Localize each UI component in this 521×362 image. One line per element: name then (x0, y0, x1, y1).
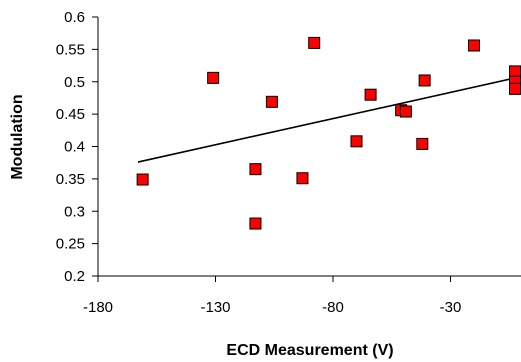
data-point (509, 65, 521, 78)
data-point (350, 135, 363, 148)
data-point (468, 39, 480, 52)
x-axis-title: ECD Measurement (V) (226, 342, 393, 359)
data-point (308, 36, 321, 49)
y-tick-label: 0.3 (64, 203, 85, 220)
data-point (265, 95, 278, 108)
data-point (418, 74, 431, 87)
y-tick-label: 0.4 (64, 139, 85, 156)
y-tick-label: 0.5 (64, 74, 85, 91)
y-axis-title: Modulation (9, 94, 26, 179)
y-tick-label: 0.55 (56, 41, 85, 58)
x-tick-label: -80 (322, 299, 344, 316)
data-point (399, 105, 412, 118)
y-tick-label: 0.6 (64, 9, 85, 26)
plot-area (97, 17, 521, 277)
y-tick-label: 0.25 (56, 236, 85, 253)
y-tick-label: 0.45 (56, 106, 85, 123)
data-point (416, 137, 429, 150)
data-point (509, 82, 521, 95)
data-point (136, 173, 149, 186)
x-tick-label: -180 (83, 299, 113, 316)
data-point (364, 88, 377, 101)
data-point (296, 172, 309, 185)
data-point (207, 71, 220, 84)
data-point (249, 217, 262, 230)
y-tick-label: 0.35 (56, 171, 85, 188)
x-axis-ticks: -180 -130 -80 -30 (83, 276, 461, 316)
trendline (137, 76, 519, 163)
x-tick-label: -130 (200, 299, 230, 316)
y-axis-ticks: 0.2 0.25 0.3 0.35 0.4 0.45 0.5 0.55 0.6 (56, 9, 98, 285)
x-tick-label: -30 (440, 299, 462, 316)
data-point (249, 163, 262, 176)
y-tick-label: 0.2 (64, 268, 85, 285)
